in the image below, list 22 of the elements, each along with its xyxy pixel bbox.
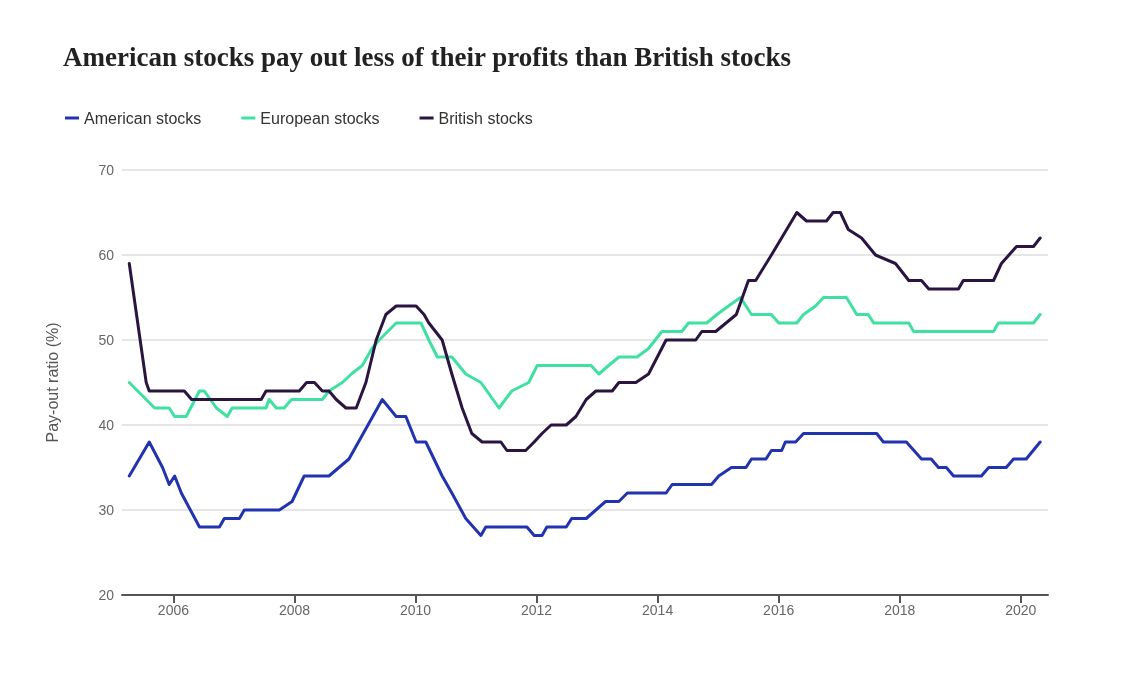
- x-tick-label: 2014: [642, 602, 674, 618]
- x-tick-label: 2010: [399, 602, 432, 618]
- legend-label: American stocks: [84, 109, 202, 127]
- y-tick-label: 50: [98, 332, 115, 348]
- chart-title: American stocks pay out less of their profits than British stocks: [63, 41, 792, 72]
- y-tick-label: 40: [98, 417, 115, 433]
- x-tick-label: 2008: [278, 602, 311, 618]
- line-series: [127, 296, 1042, 418]
- y-tick-label: 20: [98, 587, 115, 603]
- y-tick-label: 70: [98, 162, 115, 178]
- y-tick-label: 30: [98, 502, 115, 518]
- x-tick-label: 2012: [521, 602, 553, 618]
- y-tick-label: 60: [98, 247, 115, 263]
- line-series: [127, 211, 1042, 452]
- x-tick-label: 2018: [884, 602, 916, 618]
- legend-label: European stocks: [260, 109, 380, 127]
- x-tick-label: 2006: [157, 602, 190, 618]
- x-tick-label: 2020: [1005, 602, 1037, 618]
- x-tick-label: 2016: [763, 602, 795, 618]
- legend-label: British stocks: [438, 109, 533, 127]
- y-axis-title: Pay-out ratio (%): [43, 322, 61, 443]
- line-series: [127, 398, 1042, 537]
